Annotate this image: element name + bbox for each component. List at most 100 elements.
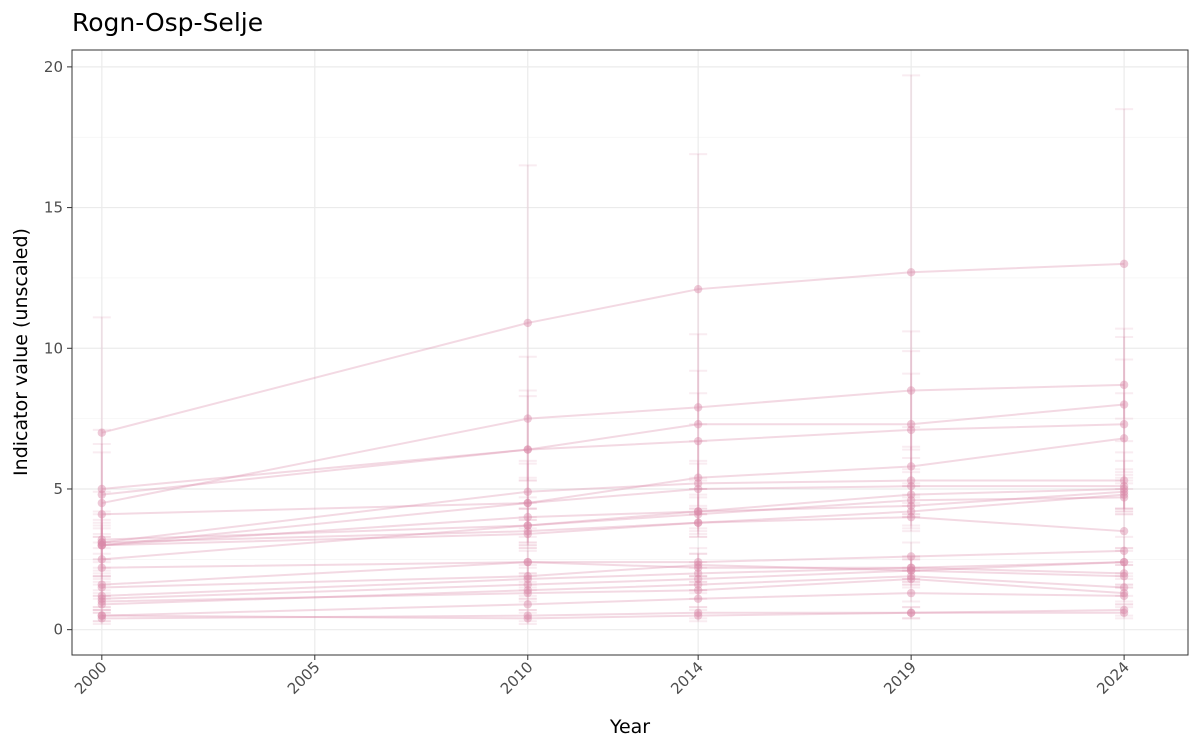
data-point <box>906 574 916 584</box>
data-point <box>1119 493 1129 502</box>
series-line-10 <box>101 496 1125 561</box>
data-point <box>523 487 532 496</box>
data-point <box>523 445 532 454</box>
data-point <box>906 507 916 516</box>
y-axis-title: Indicator value (unscaled) <box>10 228 32 476</box>
data-point <box>906 608 916 617</box>
data-point <box>97 594 107 603</box>
data-point <box>1119 259 1129 269</box>
data-point <box>906 481 916 491</box>
data-point <box>1119 526 1129 536</box>
data-point <box>523 574 532 584</box>
data-point <box>1119 591 1129 601</box>
series-line-5 <box>101 437 1125 547</box>
data-point <box>523 572 532 581</box>
data-point <box>1119 380 1129 390</box>
data-point <box>97 580 107 589</box>
data-point <box>693 569 703 578</box>
data-point <box>906 566 916 575</box>
data-point <box>693 507 703 516</box>
x-tick-label: 2005 <box>284 658 324 698</box>
series-line-19 <box>101 578 1125 603</box>
data-point <box>97 541 107 550</box>
series-line-11 <box>101 493 1125 547</box>
data-point <box>523 521 532 530</box>
series-line-14 <box>101 561 1125 586</box>
data-point <box>906 386 916 395</box>
data-point <box>523 526 532 536</box>
data-point <box>1119 572 1129 581</box>
data-point <box>906 563 916 572</box>
data-point <box>693 403 703 412</box>
data-point <box>97 541 107 550</box>
data-point <box>1119 484 1129 494</box>
x-tick-label: 2000 <box>71 658 111 698</box>
series-line-21 <box>101 608 1125 620</box>
data-point <box>1119 434 1129 443</box>
y-tick-label: 15 <box>44 199 63 217</box>
series-line-6 <box>101 479 1125 544</box>
data-point <box>97 538 107 547</box>
data-point <box>523 318 532 328</box>
data-point <box>97 611 107 620</box>
data-point <box>906 588 916 598</box>
data-point <box>97 498 107 508</box>
data-point <box>906 552 916 561</box>
data-point <box>1119 481 1129 491</box>
y-tick-label: 5 <box>53 480 63 498</box>
data-point <box>1119 588 1129 598</box>
series-line-9 <box>101 490 1125 541</box>
data-point <box>906 563 916 572</box>
data-point <box>523 498 532 508</box>
x-tick-label: 2010 <box>497 658 537 698</box>
data-point <box>1119 557 1129 567</box>
data-point <box>906 462 916 471</box>
data-point <box>97 614 107 623</box>
chart-title: Rogn-Osp-Selje <box>72 8 263 37</box>
series-line-2 <box>101 383 1125 505</box>
data-point <box>97 484 107 494</box>
data-point <box>1119 583 1129 592</box>
data-point <box>97 600 107 609</box>
series-line-8 <box>101 487 1125 547</box>
data-point <box>693 611 703 620</box>
series-line-7 <box>101 485 1125 516</box>
data-point <box>906 425 916 435</box>
data-point <box>523 614 532 623</box>
data-point <box>693 436 703 446</box>
data-point <box>906 476 916 485</box>
data-point <box>1119 400 1129 409</box>
x-tick-label: 2019 <box>880 658 920 698</box>
data-point <box>97 563 107 572</box>
data-point <box>906 490 916 499</box>
data-point <box>693 518 703 527</box>
data-point <box>693 574 703 584</box>
data-point <box>523 512 532 522</box>
series-line-12 <box>101 516 1125 544</box>
data-point <box>523 600 532 609</box>
data-point <box>97 535 107 544</box>
series-line-22 <box>101 611 1125 620</box>
data-point <box>693 580 703 589</box>
data-point <box>906 608 916 617</box>
y-tick-label: 0 <box>53 621 63 639</box>
data-point <box>523 557 532 567</box>
data-point <box>693 484 703 494</box>
data-point <box>693 518 703 527</box>
data-point <box>1119 557 1129 567</box>
data-point <box>523 611 532 620</box>
plot-panel <box>71 49 1189 656</box>
series-line-20 <box>101 592 1125 617</box>
data-point <box>906 501 916 511</box>
data-point <box>693 608 703 617</box>
data-point <box>693 594 703 603</box>
data-point <box>906 420 916 429</box>
data-point <box>693 507 703 516</box>
data-point <box>1119 546 1129 556</box>
data-point <box>97 611 107 620</box>
data-point <box>693 510 703 519</box>
data-point <box>523 521 532 530</box>
series-line-15 <box>101 561 1125 589</box>
data-point <box>1119 476 1129 485</box>
data-point <box>523 586 532 595</box>
